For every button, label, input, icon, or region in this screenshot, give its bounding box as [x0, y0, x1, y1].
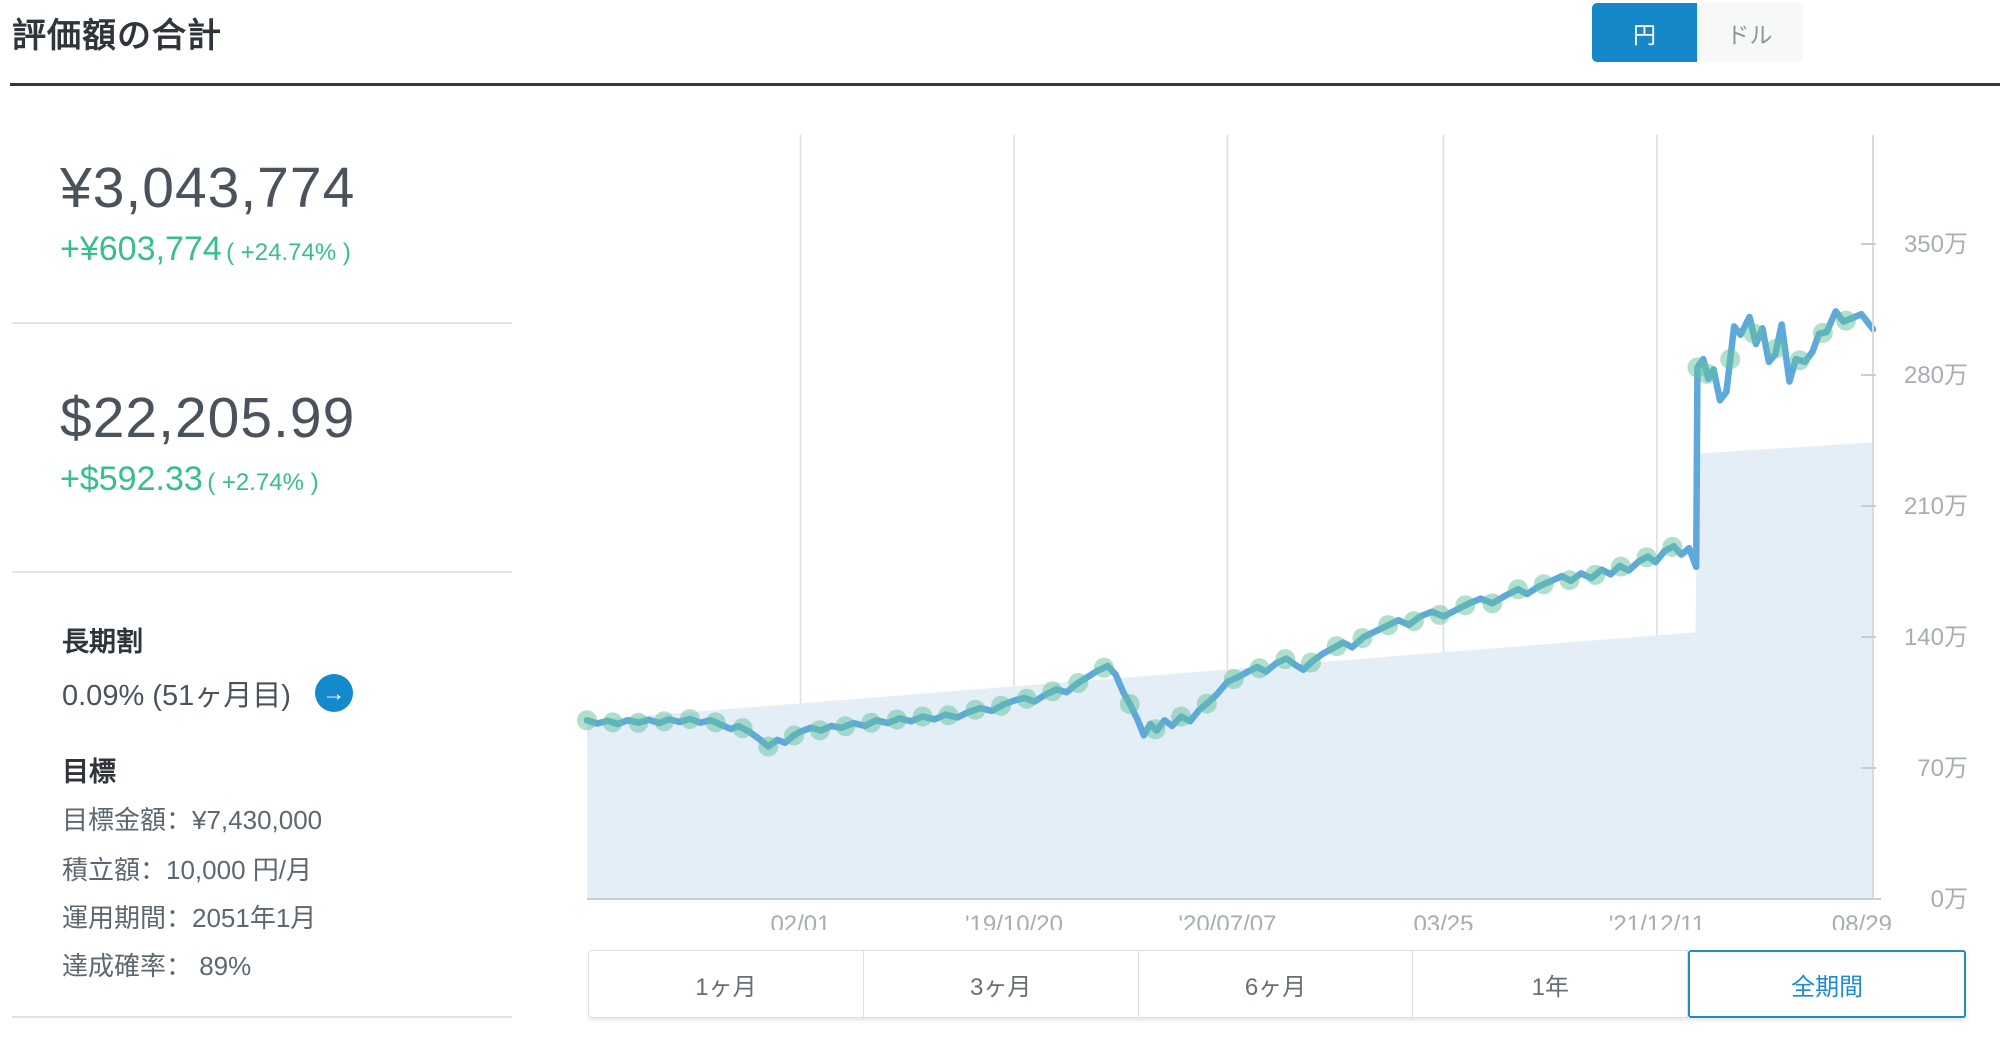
deposit-marker [1352, 628, 1373, 649]
deposit-marker [1812, 322, 1833, 343]
x-axis-label: 08/29 [1832, 911, 1892, 930]
deposit-marker [1662, 536, 1683, 557]
x-axis-label: '19/10/20 [965, 911, 1063, 930]
valuation-chart: 0万 70万 140万 210万 280万 350万 02/01 '19/10/20 '20/0… [577, 135, 1968, 930]
deposit-marker [809, 720, 830, 741]
deposit-marker [1093, 657, 1114, 678]
header-divider [10, 83, 2000, 86]
deposit-marker [1559, 570, 1580, 591]
period-1month[interactable]: 1ヶ月 [588, 950, 864, 1018]
long-term-discount-title: 長期割 [62, 627, 143, 657]
deposit-marker [758, 736, 779, 757]
deposit-marker [1533, 574, 1554, 595]
deposit-marker [1249, 658, 1270, 679]
total-valuation-usd: $22,205.99 [60, 386, 356, 450]
deposit-marker [1766, 338, 1787, 359]
gain-yen-percent: ( +24.74% ) [226, 239, 351, 266]
deposit-marker [1403, 611, 1424, 632]
deposit-marker [1145, 719, 1166, 740]
gain-yen: +¥603,774 ( +24.74% ) [60, 230, 351, 269]
y-axis-label: 350万 [1904, 231, 1968, 258]
period-all[interactable]: 全期間 [1688, 950, 1966, 1018]
deposit-marker [1275, 649, 1296, 670]
x-axis-label: 03/25 [1413, 911, 1473, 930]
gain-usd-percent: ( +2.74% ) [207, 469, 319, 496]
y-axis-label: 140万 [1904, 624, 1968, 651]
deposit-marker [1636, 547, 1657, 568]
y-axis-label: 0万 [1931, 886, 1968, 913]
deposit-marker [1042, 681, 1063, 702]
x-axis-label: '20/07/07 [1178, 911, 1276, 930]
deposit-marker [1326, 636, 1347, 657]
goal-target-amount: 目標金額：¥7,430,000 [62, 805, 323, 835]
deposit-marker [886, 709, 907, 730]
deposit-marker [1223, 668, 1244, 689]
goal-probability: 達成確率： 89% [62, 951, 252, 981]
deposit-marker [628, 712, 649, 733]
currency-toggle: 円 ドル [1592, 3, 1802, 62]
currency-toggle-dollar[interactable]: ドル [1697, 3, 1802, 62]
deposit-marker [1482, 593, 1503, 614]
deposit-marker [679, 708, 700, 729]
deposit-marker [1378, 615, 1399, 636]
period-selector: 1ヶ月 3ヶ月 6ヶ月 1年 全期間 [588, 950, 1966, 1018]
goal-title: 目標 [62, 757, 116, 787]
deposit-marker [938, 705, 959, 726]
deposit-marker [602, 712, 623, 733]
deposit-marker [1508, 579, 1529, 600]
deposit-marker [1068, 672, 1089, 693]
x-axis-label: '21/12/11 [1609, 911, 1705, 930]
deposit-marker [732, 718, 753, 739]
goal-period: 運用期間：2051年1月 [62, 903, 317, 933]
deposit-marker [1171, 706, 1192, 727]
deposit-marker [1196, 693, 1217, 714]
long-term-discount-value: 0.09% (51ヶ月目) [62, 680, 291, 712]
deposit-marker [861, 712, 882, 733]
period-3months[interactable]: 3ヶ月 [863, 950, 1139, 1018]
deposit-marker [1789, 350, 1810, 371]
deposit-marker [577, 710, 597, 731]
deposit-marker [1720, 349, 1741, 370]
divider [12, 571, 512, 573]
divider [12, 322, 512, 324]
period-1year[interactable]: 1年 [1413, 950, 1689, 1018]
deposit-marker [1455, 595, 1476, 616]
gain-usd-amount: +$592.33 [60, 460, 203, 498]
goal-monthly-deposit: 積立額：10,000 円/月 [62, 855, 312, 885]
deposit-marker [654, 711, 675, 732]
deposit-marker [1610, 556, 1631, 577]
deposit-marker [1697, 363, 1718, 384]
deposit-marker [784, 725, 805, 746]
period-6months[interactable]: 6ヶ月 [1138, 950, 1414, 1018]
deposit-marker [991, 695, 1012, 716]
y-axis-label: 280万 [1904, 362, 1968, 389]
y-axis-label: 210万 [1904, 493, 1968, 520]
deposit-marker [912, 706, 933, 727]
deposit-marker [965, 699, 986, 720]
arrow-right-icon[interactable]: → [314, 674, 353, 712]
deposit-marker [705, 712, 726, 733]
deposit-marker [1585, 564, 1606, 585]
x-axis-label: 02/01 [770, 911, 830, 930]
deposit-marker [835, 716, 856, 737]
divider [12, 1016, 512, 1018]
deposit-marker [1835, 310, 1856, 331]
deposit-marker [1301, 652, 1322, 673]
deposit-marker [1016, 688, 1037, 709]
page-title: 評価額の合計 [12, 17, 222, 55]
long-term-discount-row: 0.09% (51ヶ月目) → [62, 672, 353, 714]
deposit-marker [1119, 693, 1140, 714]
y-axis-label: 70万 [1917, 755, 1968, 782]
currency-toggle-yen[interactable]: 円 [1592, 3, 1697, 62]
gain-yen-amount: +¥603,774 [60, 230, 222, 268]
deposit-marker [1429, 604, 1450, 625]
gain-usd: +$592.33 ( +2.74% ) [60, 460, 319, 499]
deposit-marker [1743, 323, 1764, 344]
total-valuation-yen: ¥3,043,774 [60, 156, 356, 220]
